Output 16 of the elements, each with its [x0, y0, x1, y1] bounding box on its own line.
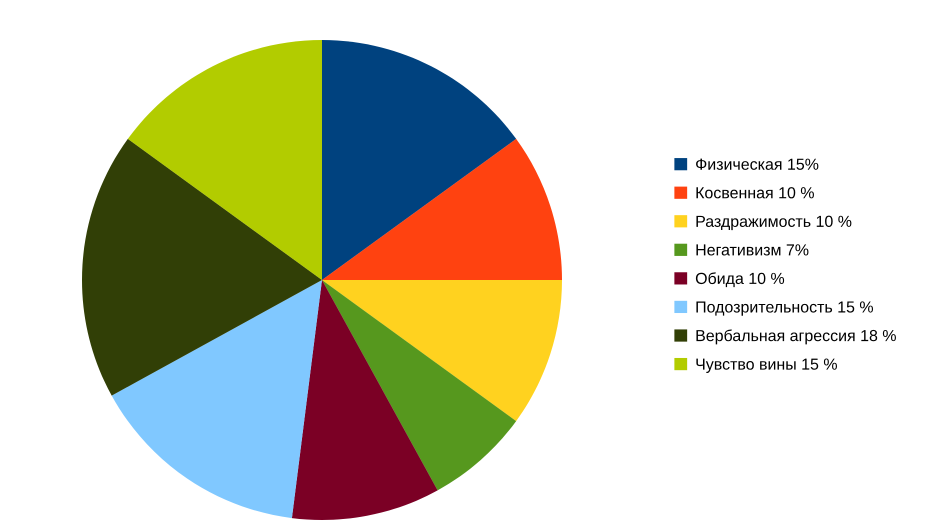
pie-slice	[322, 138, 562, 280]
legend-label: Негативизм 7%	[696, 244, 808, 256]
legend-label: Косвенная 10 %	[696, 187, 814, 198]
pie-slice	[82, 138, 322, 396]
pie-slice	[322, 280, 562, 422]
legend-label: Физическая 15%	[696, 158, 818, 170]
pie-slice	[112, 280, 322, 518]
pie-slice	[322, 280, 516, 490]
legend-label: Подозрительность 15 %	[696, 301, 874, 316]
pie-slice	[322, 40, 516, 280]
legend-label: Вербальная агрессия 18 %	[696, 329, 896, 344]
legend-label: Раздражимость 10 %	[696, 216, 852, 230]
legend-label: Чувство вины 15 %	[696, 358, 837, 373]
legend-label: Обида 10 %	[696, 272, 784, 288]
pie-slice	[292, 280, 438, 520]
pie-slice	[128, 40, 322, 280]
